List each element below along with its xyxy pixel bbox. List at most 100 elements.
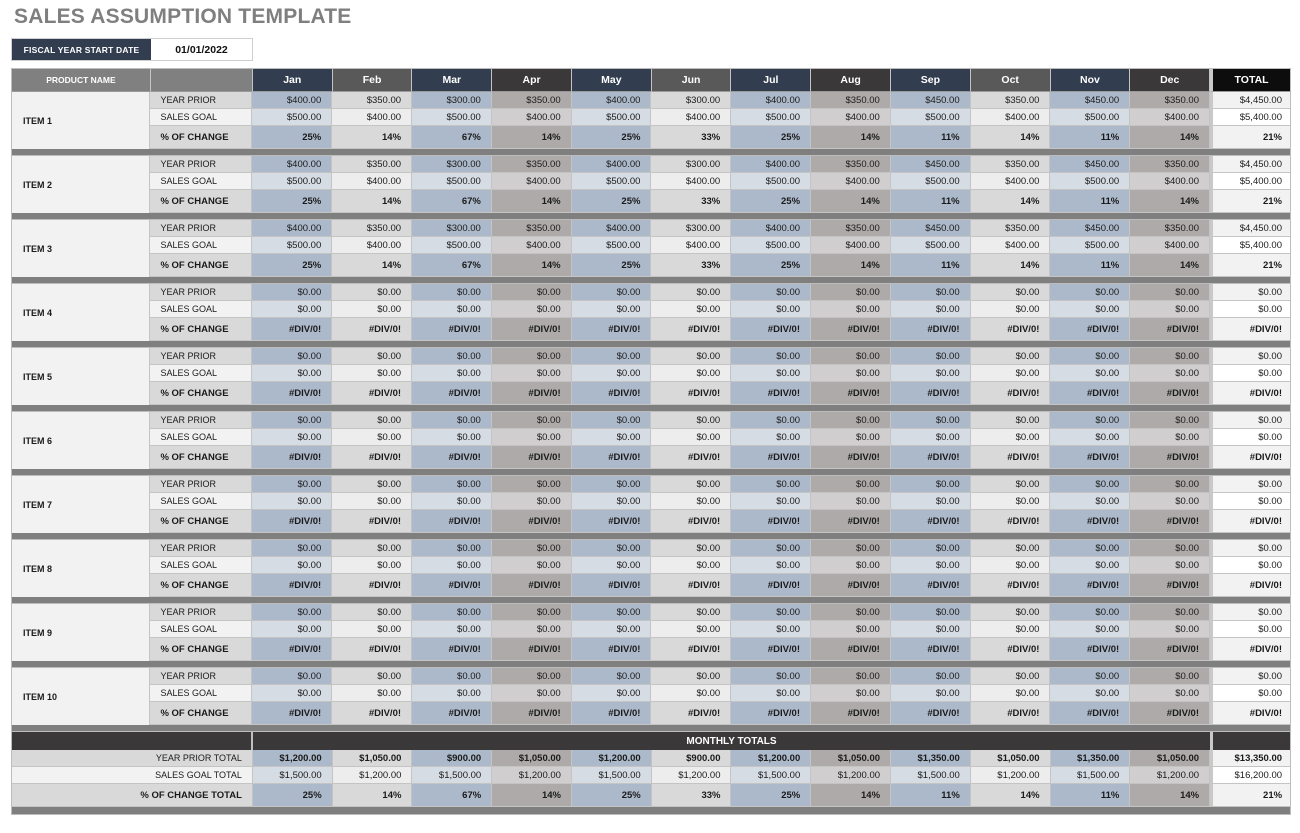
year-prior-cell-mar[interactable]: $300.00 bbox=[412, 92, 492, 109]
sales-goal-cell-jun[interactable]: $400.00 bbox=[651, 237, 732, 254]
sales-goal-cell-oct[interactable]: $0.00 bbox=[970, 493, 1051, 510]
year-prior-cell-jan[interactable]: $0.00 bbox=[252, 540, 333, 557]
sales-goal-cell-nov[interactable]: $0.00 bbox=[1050, 365, 1131, 382]
sales-goal-cell-jun[interactable]: $0.00 bbox=[651, 685, 732, 702]
year-prior-cell-apr[interactable]: $0.00 bbox=[491, 604, 572, 621]
year-prior-cell-apr[interactable]: $350.00 bbox=[491, 92, 572, 109]
sales-goal-cell-jun[interactable]: $0.00 bbox=[651, 365, 732, 382]
year-prior-cell-feb[interactable]: $0.00 bbox=[332, 476, 413, 493]
year-prior-cell-feb[interactable]: $0.00 bbox=[332, 668, 413, 685]
year-prior-cell-nov[interactable]: $0.00 bbox=[1050, 668, 1131, 685]
year-prior-cell-jan[interactable]: $0.00 bbox=[252, 476, 333, 493]
sales-goal-cell-nov[interactable]: $0.00 bbox=[1050, 429, 1131, 446]
sales-goal-cell-may[interactable]: $500.00 bbox=[571, 173, 652, 190]
sales-goal-cell-jan[interactable]: $0.00 bbox=[252, 493, 333, 510]
year-prior-cell-oct[interactable]: $0.00 bbox=[970, 476, 1051, 493]
year-prior-cell-oct[interactable]: $0.00 bbox=[970, 604, 1051, 621]
year-prior-cell-aug[interactable]: $350.00 bbox=[811, 220, 891, 237]
year-prior-cell-sep[interactable]: $0.00 bbox=[890, 348, 971, 365]
sales-goal-cell-jun[interactable]: $0.00 bbox=[651, 429, 732, 446]
year-prior-cell-apr[interactable]: $0.00 bbox=[491, 412, 572, 429]
year-prior-cell-oct[interactable]: $0.00 bbox=[970, 412, 1051, 429]
sales-goal-cell-aug[interactable]: $400.00 bbox=[811, 173, 891, 190]
sales-goal-cell-feb[interactable]: $0.00 bbox=[332, 621, 413, 638]
sales-goal-cell-jul[interactable]: $500.00 bbox=[731, 173, 812, 190]
year-prior-cell-oct[interactable]: $350.00 bbox=[970, 220, 1051, 237]
year-prior-cell-apr[interactable]: $0.00 bbox=[491, 284, 572, 301]
sales-goal-cell-mar[interactable]: $500.00 bbox=[412, 109, 492, 126]
year-prior-cell-nov[interactable]: $0.00 bbox=[1050, 476, 1131, 493]
sales-goal-cell-sep[interactable]: $0.00 bbox=[890, 685, 971, 702]
sales-goal-cell-nov[interactable]: $0.00 bbox=[1050, 493, 1131, 510]
sales-goal-cell-feb[interactable]: $0.00 bbox=[332, 301, 413, 318]
year-prior-cell-apr[interactable]: $0.00 bbox=[491, 540, 572, 557]
sales-goal-cell-nov[interactable]: $500.00 bbox=[1050, 109, 1131, 126]
sales-goal-cell-nov[interactable]: $500.00 bbox=[1050, 237, 1131, 254]
year-prior-cell-mar[interactable]: $0.00 bbox=[412, 284, 492, 301]
year-prior-cell-may[interactable]: $0.00 bbox=[571, 412, 652, 429]
sales-goal-cell-aug[interactable]: $400.00 bbox=[811, 237, 891, 254]
year-prior-cell-sep[interactable]: $450.00 bbox=[890, 92, 971, 109]
sales-goal-cell-oct[interactable]: $0.00 bbox=[970, 557, 1051, 574]
sales-goal-cell-dec[interactable]: $400.00 bbox=[1130, 109, 1210, 126]
sales-goal-cell-jul[interactable]: $0.00 bbox=[731, 429, 812, 446]
year-prior-cell-dec[interactable]: $0.00 bbox=[1130, 604, 1210, 621]
sales-goal-cell-sep[interactable]: $500.00 bbox=[890, 237, 971, 254]
year-prior-cell-apr[interactable]: $0.00 bbox=[491, 348, 572, 365]
year-prior-cell-feb[interactable]: $350.00 bbox=[332, 92, 413, 109]
year-prior-cell-oct[interactable]: $350.00 bbox=[970, 92, 1051, 109]
year-prior-cell-may[interactable]: $400.00 bbox=[571, 220, 652, 237]
year-prior-cell-mar[interactable]: $0.00 bbox=[412, 348, 492, 365]
year-prior-cell-mar[interactable]: $0.00 bbox=[412, 604, 492, 621]
year-prior-cell-jul[interactable]: $400.00 bbox=[731, 92, 812, 109]
year-prior-cell-jan[interactable]: $400.00 bbox=[252, 156, 333, 173]
sales-goal-cell-apr[interactable]: $0.00 bbox=[491, 493, 572, 510]
year-prior-cell-oct[interactable]: $350.00 bbox=[970, 156, 1051, 173]
year-prior-cell-may[interactable]: $0.00 bbox=[571, 604, 652, 621]
year-prior-cell-oct[interactable]: $0.00 bbox=[970, 284, 1051, 301]
year-prior-cell-jun[interactable]: $0.00 bbox=[651, 604, 732, 621]
sales-goal-cell-mar[interactable]: $0.00 bbox=[412, 365, 492, 382]
year-prior-cell-nov[interactable]: $0.00 bbox=[1050, 348, 1131, 365]
sales-goal-cell-aug[interactable]: $0.00 bbox=[811, 621, 891, 638]
sales-goal-cell-oct[interactable]: $400.00 bbox=[970, 173, 1051, 190]
sales-goal-cell-aug[interactable]: $0.00 bbox=[811, 685, 891, 702]
year-prior-cell-sep[interactable]: $0.00 bbox=[890, 540, 971, 557]
year-prior-cell-jun[interactable]: $0.00 bbox=[651, 412, 732, 429]
year-prior-cell-jun[interactable]: $0.00 bbox=[651, 476, 732, 493]
year-prior-cell-nov[interactable]: $0.00 bbox=[1050, 412, 1131, 429]
sales-goal-cell-jun[interactable]: $0.00 bbox=[651, 301, 732, 318]
sales-goal-cell-jul[interactable]: $0.00 bbox=[731, 557, 812, 574]
year-prior-cell-mar[interactable]: $300.00 bbox=[412, 156, 492, 173]
sales-goal-cell-nov[interactable]: $0.00 bbox=[1050, 301, 1131, 318]
sales-goal-cell-sep[interactable]: $0.00 bbox=[890, 301, 971, 318]
year-prior-cell-sep[interactable]: $450.00 bbox=[890, 220, 971, 237]
year-prior-cell-mar[interactable]: $0.00 bbox=[412, 476, 492, 493]
sales-goal-cell-jan[interactable]: $0.00 bbox=[252, 685, 333, 702]
year-prior-cell-sep[interactable]: $0.00 bbox=[890, 412, 971, 429]
sales-goal-cell-feb[interactable]: $0.00 bbox=[332, 557, 413, 574]
year-prior-cell-nov[interactable]: $0.00 bbox=[1050, 284, 1131, 301]
sales-goal-cell-aug[interactable]: $0.00 bbox=[811, 557, 891, 574]
year-prior-cell-apr[interactable]: $0.00 bbox=[491, 668, 572, 685]
sales-goal-cell-oct[interactable]: $0.00 bbox=[970, 429, 1051, 446]
sales-goal-cell-feb[interactable]: $400.00 bbox=[332, 173, 413, 190]
sales-goal-cell-mar[interactable]: $0.00 bbox=[412, 493, 492, 510]
year-prior-cell-jul[interactable]: $400.00 bbox=[731, 220, 812, 237]
sales-goal-cell-sep[interactable]: $0.00 bbox=[890, 557, 971, 574]
year-prior-cell-aug[interactable]: $0.00 bbox=[811, 604, 891, 621]
year-prior-cell-jul[interactable]: $0.00 bbox=[731, 540, 812, 557]
sales-goal-cell-dec[interactable]: $0.00 bbox=[1130, 621, 1210, 638]
sales-goal-cell-may[interactable]: $0.00 bbox=[571, 557, 652, 574]
year-prior-cell-dec[interactable]: $0.00 bbox=[1130, 476, 1210, 493]
sales-goal-cell-dec[interactable]: $0.00 bbox=[1130, 685, 1210, 702]
year-prior-cell-dec[interactable]: $350.00 bbox=[1130, 92, 1210, 109]
year-prior-cell-sep[interactable]: $0.00 bbox=[890, 604, 971, 621]
year-prior-cell-may[interactable]: $0.00 bbox=[571, 668, 652, 685]
sales-goal-cell-jan[interactable]: $0.00 bbox=[252, 429, 333, 446]
year-prior-cell-may[interactable]: $400.00 bbox=[571, 156, 652, 173]
sales-goal-cell-mar[interactable]: $500.00 bbox=[412, 237, 492, 254]
sales-goal-cell-mar[interactable]: $0.00 bbox=[412, 685, 492, 702]
year-prior-cell-aug[interactable]: $350.00 bbox=[811, 156, 891, 173]
sales-goal-cell-apr[interactable]: $0.00 bbox=[491, 557, 572, 574]
